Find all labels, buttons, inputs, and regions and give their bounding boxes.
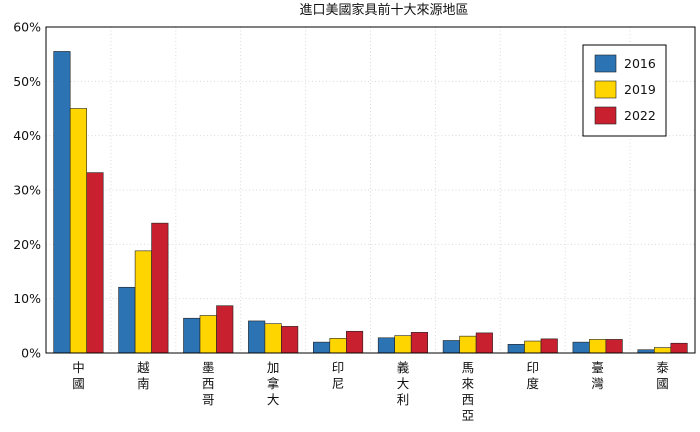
x-category-char: 中 <box>72 360 85 375</box>
x-category-label: 中國 <box>72 360 85 391</box>
bar-2019 <box>589 339 607 354</box>
x-category-char: 灣 <box>591 376 604 391</box>
x-category-label: 泰國 <box>656 360 669 391</box>
x-category-label: 義大利 <box>397 360 410 407</box>
x-category-char: 馬 <box>462 360 475 375</box>
bar-2019 <box>69 108 87 354</box>
bar-2019 <box>459 335 477 354</box>
x-category-label: 臺灣 <box>591 360 604 391</box>
x-category-char: 大 <box>267 392 280 407</box>
bar-2022 <box>86 172 104 354</box>
bar-2022 <box>151 222 169 354</box>
x-category-char: 亞 <box>462 408 475 423</box>
legend-label: 2016 <box>624 56 656 71</box>
x-category-char: 印 <box>332 360 345 375</box>
x-category-label: 印度 <box>526 360 539 391</box>
bars <box>53 51 688 354</box>
bar-2019 <box>653 347 672 354</box>
x-category-char: 度 <box>526 376 539 391</box>
x-category-char: 西 <box>202 376 215 391</box>
x-category-char: 國 <box>72 376 85 391</box>
chart-title: 進口美國家具前十大來源地區 <box>299 2 468 18</box>
x-category-char: 國 <box>656 376 669 391</box>
x-category-char: 哥 <box>202 392 215 407</box>
bar-2016 <box>507 344 525 354</box>
x-category-char: 臺 <box>591 360 604 375</box>
bar-2022 <box>345 330 364 354</box>
bar-2022 <box>540 338 558 354</box>
legend: 2016 2019 2022 <box>582 44 667 137</box>
y-tick-label: 60% <box>13 20 41 35</box>
bar-2022 <box>475 332 493 354</box>
y-axis-ticks: 0% 10% 20% 30% 40% 50% 60% <box>13 20 41 361</box>
bar-2016 <box>312 341 331 354</box>
x-category-label: 越南 <box>137 360 150 391</box>
x-category-char: 拿 <box>267 376 280 391</box>
x-category-char: 南 <box>137 376 150 391</box>
legend-swatch <box>594 106 617 125</box>
legend-label: 2019 <box>624 82 656 97</box>
x-category-char: 西 <box>462 392 475 407</box>
bar-2016 <box>183 317 201 354</box>
x-category-char: 印 <box>526 360 539 375</box>
bar-2016 <box>572 341 590 354</box>
bar-2019 <box>329 338 347 354</box>
legend-swatch <box>594 54 617 73</box>
bar-2019 <box>264 323 282 354</box>
x-category-char: 泰 <box>656 360 669 375</box>
x-category-label: 加拿大 <box>267 360 280 407</box>
x-category-char: 加 <box>267 360 280 375</box>
x-category-char: 大 <box>397 376 410 391</box>
y-tick-label: 50% <box>13 74 41 89</box>
x-category-label: 印尼 <box>332 360 345 391</box>
y-tick-label: 40% <box>13 128 41 143</box>
bar-2016 <box>118 286 136 354</box>
bar-2022 <box>670 342 688 354</box>
bar-2016 <box>377 337 396 354</box>
y-tick-label: 20% <box>13 237 41 252</box>
bar-2019 <box>134 250 152 354</box>
bar-2019 <box>524 340 542 354</box>
plot-frame <box>45 26 696 354</box>
bar-2022 <box>605 339 623 354</box>
x-category-char: 尼 <box>332 376 345 391</box>
y-tick-label: 0% <box>21 346 41 361</box>
bar-2022 <box>216 305 234 354</box>
x-category-char: 義 <box>397 360 410 375</box>
x-category-char: 來 <box>462 376 475 391</box>
bar-2019 <box>394 335 412 354</box>
y-tick-label: 30% <box>13 183 41 198</box>
bar-2016 <box>442 340 460 354</box>
bar-2022 <box>281 326 299 354</box>
legend-swatch <box>594 80 617 99</box>
bar-2022 <box>410 332 429 354</box>
y-tick-label: 10% <box>13 291 41 306</box>
legend-label: 2022 <box>624 108 656 123</box>
x-category-char: 墨 <box>202 360 215 375</box>
bar-2016 <box>53 51 71 354</box>
bar-2019 <box>199 315 217 354</box>
x-category-label: 墨西哥 <box>202 360 215 407</box>
x-category-char: 越 <box>137 360 150 375</box>
x-category-char: 利 <box>397 392 410 407</box>
bar-2016 <box>248 320 266 354</box>
